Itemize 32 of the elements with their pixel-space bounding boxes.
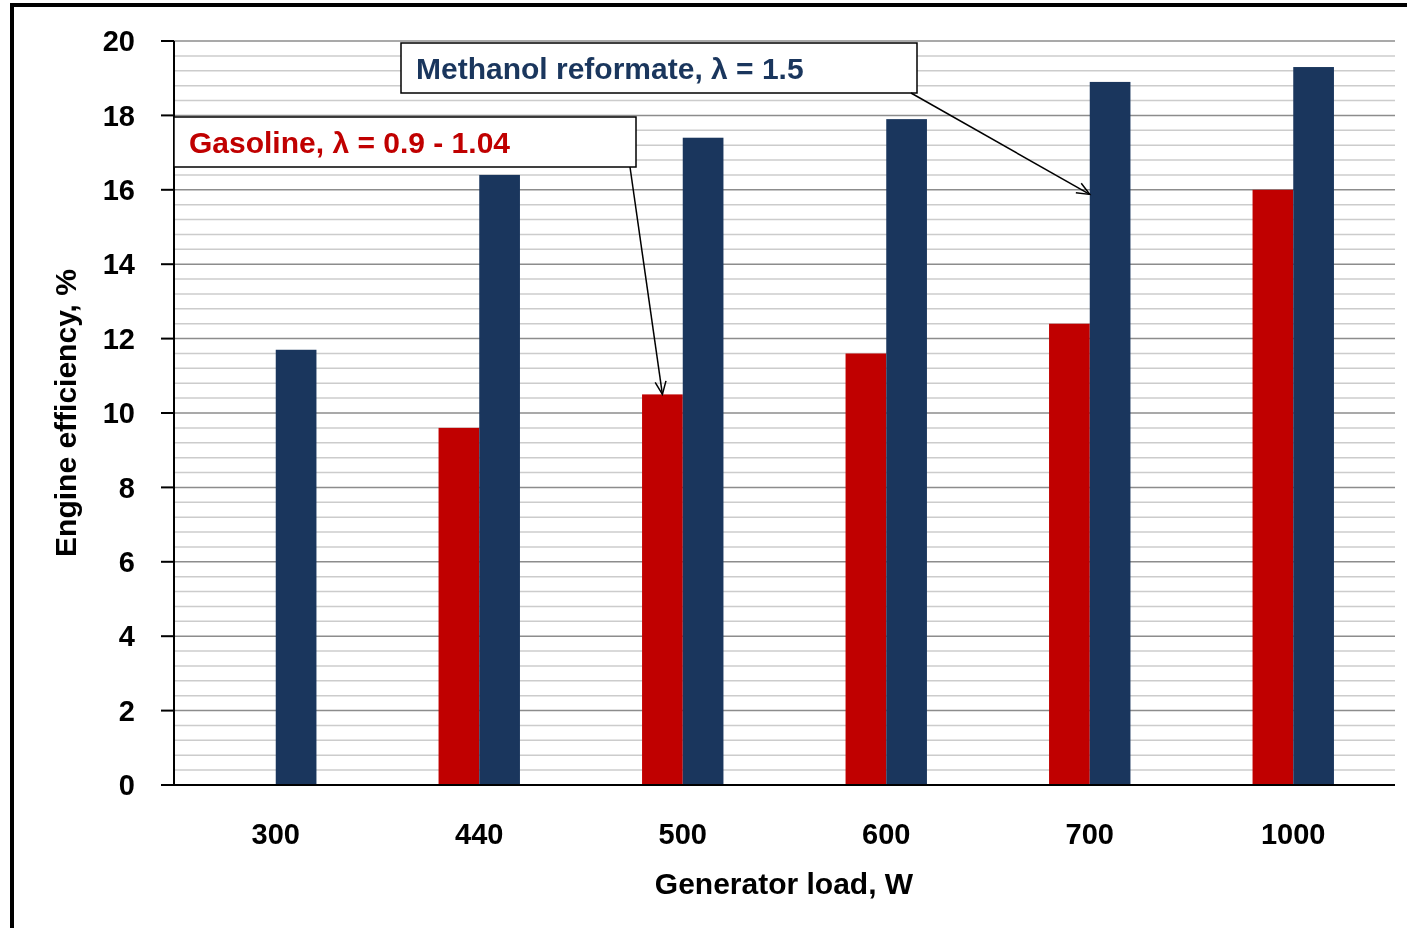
text: Gasoline, λ = 0.9 - 1.04 bbox=[189, 125, 511, 159]
y-tick-label: 10 bbox=[102, 397, 135, 430]
bar bbox=[479, 174, 520, 785]
y-tick-label: 14 bbox=[102, 248, 135, 281]
y-tick-label: 2 bbox=[118, 694, 135, 727]
y-tick-label: 16 bbox=[102, 173, 135, 206]
bar bbox=[886, 119, 927, 785]
y-tick-label: 8 bbox=[118, 471, 135, 504]
x-tick-label: 500 bbox=[658, 818, 707, 850]
bar bbox=[438, 427, 480, 785]
bar bbox=[1293, 67, 1334, 785]
bar bbox=[1252, 189, 1294, 785]
bar bbox=[1089, 81, 1131, 785]
x-tick-label: 440 bbox=[455, 818, 504, 850]
bar bbox=[1049, 323, 1090, 785]
bar bbox=[845, 353, 887, 785]
x-tick-label: 600 bbox=[862, 818, 911, 850]
y-tick-label: 6 bbox=[118, 545, 135, 578]
bar bbox=[275, 349, 317, 785]
x-tick-label: 300 bbox=[251, 818, 300, 850]
bar bbox=[682, 137, 724, 785]
y-axis-title: Engine efficiency, % bbox=[49, 269, 82, 557]
y-tick-label: 18 bbox=[102, 99, 135, 132]
y-tick-label: 4 bbox=[118, 620, 135, 653]
x-tick-label: 700 bbox=[1065, 818, 1114, 850]
x-tick-label: 1000 bbox=[1260, 818, 1326, 850]
y-tick-label: 12 bbox=[102, 322, 135, 355]
text: Methanol reformate, λ = 1.5 bbox=[416, 51, 804, 85]
y-tick-label: 20 bbox=[102, 25, 135, 58]
x-axis-title: Generator load, W bbox=[654, 867, 914, 900]
y-tick-label: 0 bbox=[118, 769, 135, 802]
bar bbox=[642, 394, 683, 785]
